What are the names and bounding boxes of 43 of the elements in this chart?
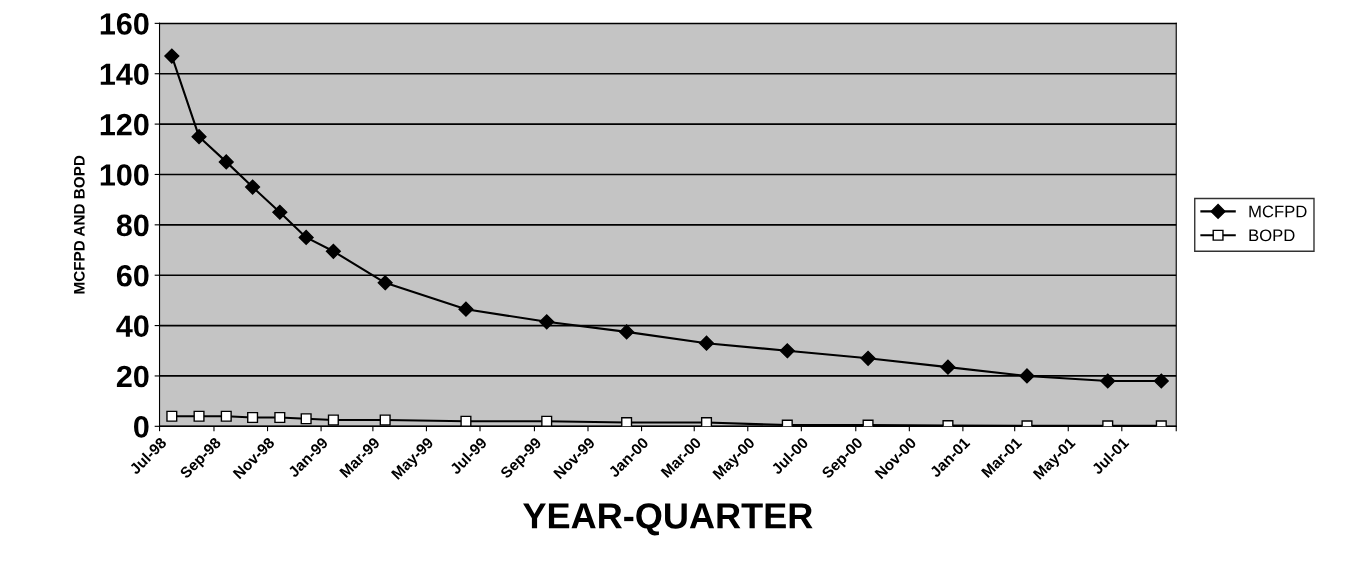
- legend-label: BOPD: [1249, 229, 1295, 242]
- point: [274, 411, 286, 424]
- point: [245, 179, 261, 195]
- y-axis-title: MCFPD AND BOPD: [73, 155, 85, 294]
- y-tick-label: 80: [116, 214, 149, 237]
- y-tick-label: 20: [116, 365, 149, 388]
- point: [779, 343, 795, 359]
- point: [698, 335, 715, 351]
- point: [460, 415, 472, 427]
- point: [458, 301, 474, 317]
- point: [1019, 368, 1035, 384]
- point: [193, 410, 205, 422]
- point: [298, 229, 314, 246]
- y-tick-label: 120: [100, 113, 149, 136]
- point: [191, 129, 207, 145]
- point: [164, 48, 180, 64]
- point: [166, 410, 178, 422]
- point: [539, 314, 555, 330]
- point: [325, 243, 341, 259]
- point: [1153, 373, 1169, 389]
- point: [621, 416, 633, 427]
- point: [379, 414, 391, 426]
- x-axis-title: YEAR-QUARTER: [523, 503, 813, 536]
- point: [220, 410, 232, 422]
- y-tick-label: 40: [116, 315, 149, 337]
- y-tick-label: 100: [100, 164, 149, 186]
- point: [327, 414, 339, 426]
- point: [247, 411, 259, 424]
- point: [541, 415, 553, 427]
- point: [940, 359, 956, 375]
- point: [272, 204, 288, 220]
- y-tick-label: 0: [134, 416, 149, 438]
- point: [860, 350, 876, 366]
- y-tick-label: 160: [100, 13, 149, 35]
- point: [218, 154, 234, 170]
- point: [300, 413, 312, 425]
- point: [377, 275, 393, 291]
- y-tick-label: 60: [116, 264, 149, 287]
- point: [1100, 373, 1116, 389]
- legend-label: MCFPD: [1249, 205, 1307, 218]
- point: [619, 324, 635, 340]
- point: [700, 416, 713, 427]
- y-tick-label: 140: [100, 63, 149, 86]
